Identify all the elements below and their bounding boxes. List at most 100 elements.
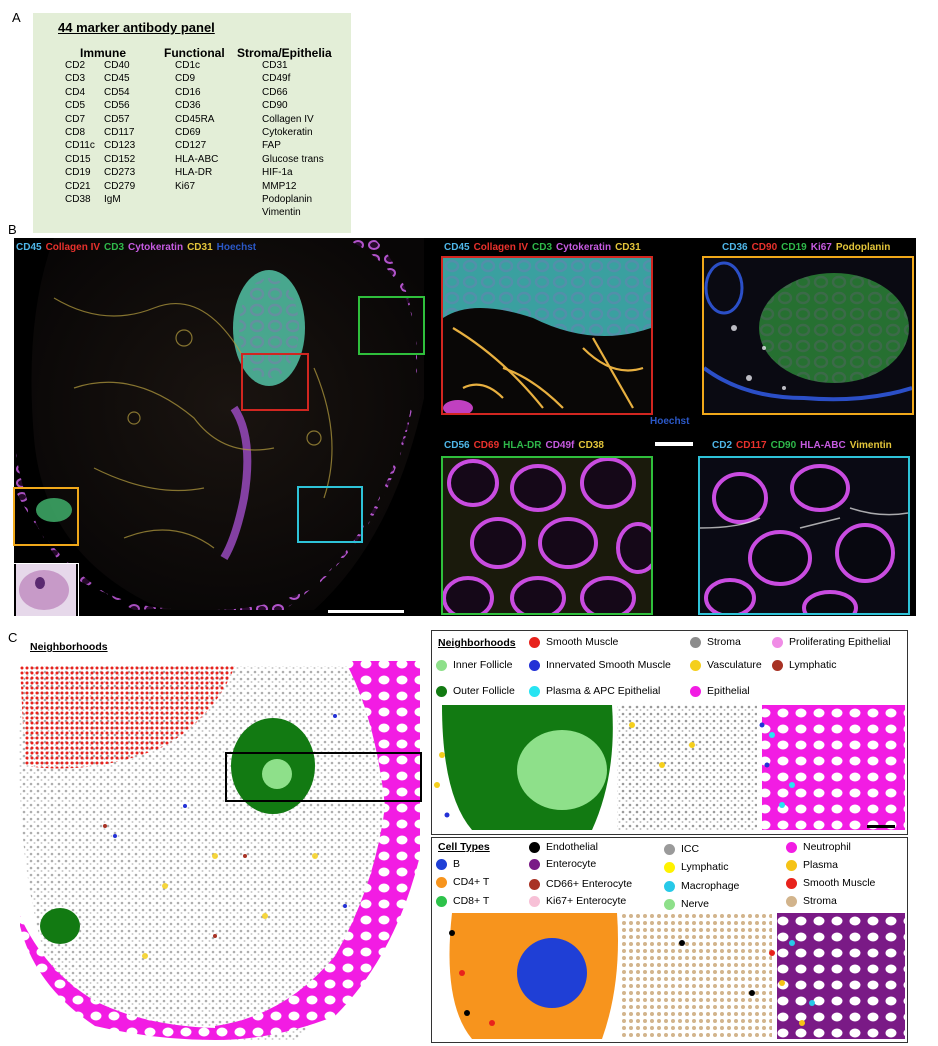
legend-swatch — [690, 659, 701, 671]
marker-label: CD66 — [262, 86, 288, 98]
stroma-markers: CD31 CD49f CD66 CD90 Collagen IV Cytokeratin F… — [262, 59, 324, 220]
inset-box-cyan — [297, 486, 363, 543]
channel-label: CD90 — [751, 242, 778, 253]
legend-item: CD8+ T — [436, 895, 489, 907]
legend-item: Inner Follicle — [436, 659, 513, 671]
legend-label: Plasma — [803, 859, 839, 871]
legend-item: CD4+ T — [436, 876, 489, 888]
stroma-header: Stroma/Epithelia — [237, 46, 332, 60]
legend-item: Plasma & APC Epithelial — [529, 685, 660, 697]
legend-swatch — [436, 858, 447, 870]
channel-label: CD45 — [444, 242, 470, 253]
inset4-channel-labels: CD2 CD117 CD90 HLA-ABC Vimentin — [712, 440, 896, 451]
legend-item: Outer Follicle — [436, 685, 515, 697]
legend-label: Smooth Muscle — [546, 636, 619, 648]
legend-label: CD66+ Enterocyte — [546, 878, 633, 890]
marker-label: CD45RA — [175, 113, 215, 125]
marker-label: CD279 — [104, 180, 136, 192]
legend-swatch — [529, 858, 540, 870]
legend-swatch — [436, 685, 447, 697]
marker-label: HLA-DR — [175, 167, 213, 179]
channel-label: HLA-ABC — [800, 440, 846, 451]
legend-swatch — [690, 685, 701, 697]
legend-item: ICC — [664, 843, 699, 855]
legend-item: Plasma — [786, 859, 838, 871]
celltypes-legend-title: Cell Types — [438, 841, 490, 853]
legend-label: Lymphatic — [789, 659, 837, 671]
antibody-panel-title: 44 marker antibody panel — [58, 20, 215, 35]
marker-label: CD4 — [65, 86, 86, 98]
channel-label: CD3 — [532, 242, 553, 253]
marker-label: CD117 — [104, 127, 135, 139]
legend-swatch — [529, 895, 540, 907]
marker-label: Glucose trans — [262, 153, 324, 165]
channel-label: Collagen IV — [45, 242, 101, 253]
legend-label: Vasculature — [707, 659, 762, 671]
legend-label: Epithelial — [707, 685, 750, 697]
channel-label: CD38 — [578, 440, 604, 451]
legend-label: Outer Follicle — [453, 685, 515, 697]
channel-label: Collagen IV — [473, 242, 529, 253]
channel-label: CD90 — [770, 440, 797, 451]
marker-label: CD8 — [65, 127, 86, 139]
marker-label: HIF-1a — [262, 167, 293, 179]
marker-label: Collagen IV — [262, 113, 314, 125]
legend-swatch — [529, 636, 540, 648]
marker-label: CD40 — [104, 60, 130, 71]
panel-b-letter: B — [8, 222, 17, 237]
legend-swatch — [529, 659, 540, 671]
legend-label: Smooth Muscle — [803, 877, 876, 889]
legend-swatch — [664, 898, 675, 910]
inset-box-orange — [13, 487, 79, 546]
legend-label: Lymphatic — [681, 861, 729, 873]
legend-label: Neutrophil — [803, 841, 851, 853]
marker-label: CD152 — [104, 153, 136, 165]
legend-label: ICC — [681, 843, 700, 855]
marker-label: CD123 — [104, 140, 136, 152]
marker-label: CD9 — [175, 73, 196, 85]
legend-label: Stroma — [707, 636, 741, 648]
legend-item: Lymphatic — [772, 659, 836, 671]
legend-item: Ki67+ Enterocyte — [529, 895, 626, 907]
he-thumbnail-frame — [13, 563, 79, 625]
inset-box-red — [241, 353, 309, 411]
marker-label: CD2 — [65, 60, 86, 71]
channel-label: Cytokeratin — [556, 242, 612, 253]
panel-a-letter: A — [12, 10, 21, 25]
legend-item: Endothelial — [529, 841, 598, 853]
immune-markers-col2: CD40 CD45 CD54 CD56 CD57 CD117 CD123 CD152 CD273… — [104, 59, 135, 206]
legend-swatch — [772, 659, 783, 671]
marker-label: CD16 — [175, 86, 201, 98]
legend-label: CD8+ T — [453, 895, 490, 907]
marker-label: FAP — [262, 140, 281, 152]
channel-label: Podoplanin — [835, 242, 891, 253]
main-channel-labels: CD45 Collagen IV CD3 Cytokeratin CD31 Hoechst — [16, 242, 260, 253]
marker-label: CD31 — [262, 60, 288, 71]
colon-tissue-overview-image — [14, 238, 432, 616]
zoom-region-box — [225, 752, 422, 802]
marker-label: CD38 — [65, 194, 91, 206]
legend-swatch — [664, 843, 675, 855]
marker-label: CD54 — [104, 86, 130, 98]
legend-item: Nerve — [664, 898, 709, 910]
channel-label: Ki67 — [810, 242, 832, 253]
legend-swatch — [664, 880, 675, 892]
marker-label: CD15 — [65, 153, 91, 165]
inset3-channel-labels: CD56 CD69 HLA-DR CD49f CD38 — [444, 440, 608, 451]
legend-label: Nerve — [681, 898, 710, 910]
marker-label: CD3 — [65, 73, 86, 85]
channel-label: Hoechst — [216, 242, 257, 253]
inset2-channel-labels: CD36 CD90 CD19 Ki67 Podoplanin — [722, 242, 894, 253]
legend-label: Inner Follicle — [453, 659, 513, 671]
immune-header: Immune — [80, 46, 127, 60]
channel-label: CD45 — [16, 242, 42, 253]
immune-markers-col1: CD2 CD3 CD4 CD5 CD7 CD8 CD11c CD15 CD19 CD21 CD38 — [65, 59, 95, 206]
channel-label: CD69 — [473, 440, 500, 451]
legend-swatch — [664, 861, 675, 873]
legend-swatch — [436, 876, 447, 888]
marker-label: CD56 — [104, 100, 130, 112]
marker-label: CD1c — [175, 60, 201, 71]
legend-item: Neutrophil — [786, 841, 851, 853]
marker-label: CD21 — [65, 180, 91, 192]
inset3-crypt-image — [441, 456, 653, 615]
